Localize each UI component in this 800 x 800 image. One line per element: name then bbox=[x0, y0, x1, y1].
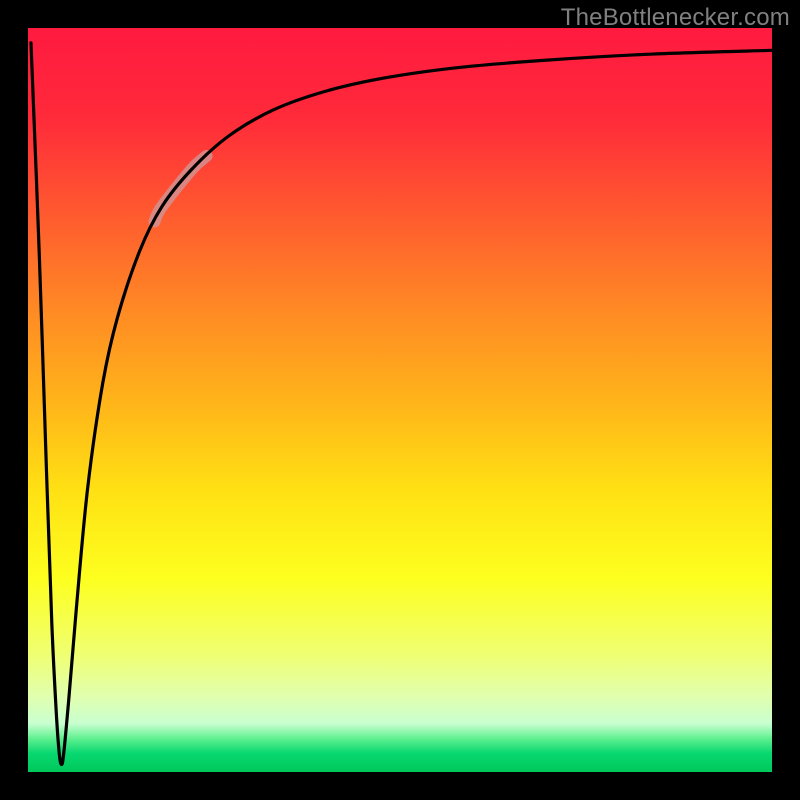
plot-background bbox=[28, 28, 772, 772]
chart-svg bbox=[0, 0, 800, 800]
chart-container: TheBottlenecker.com bbox=[0, 0, 800, 800]
watermark-text: TheBottlenecker.com bbox=[561, 4, 790, 32]
